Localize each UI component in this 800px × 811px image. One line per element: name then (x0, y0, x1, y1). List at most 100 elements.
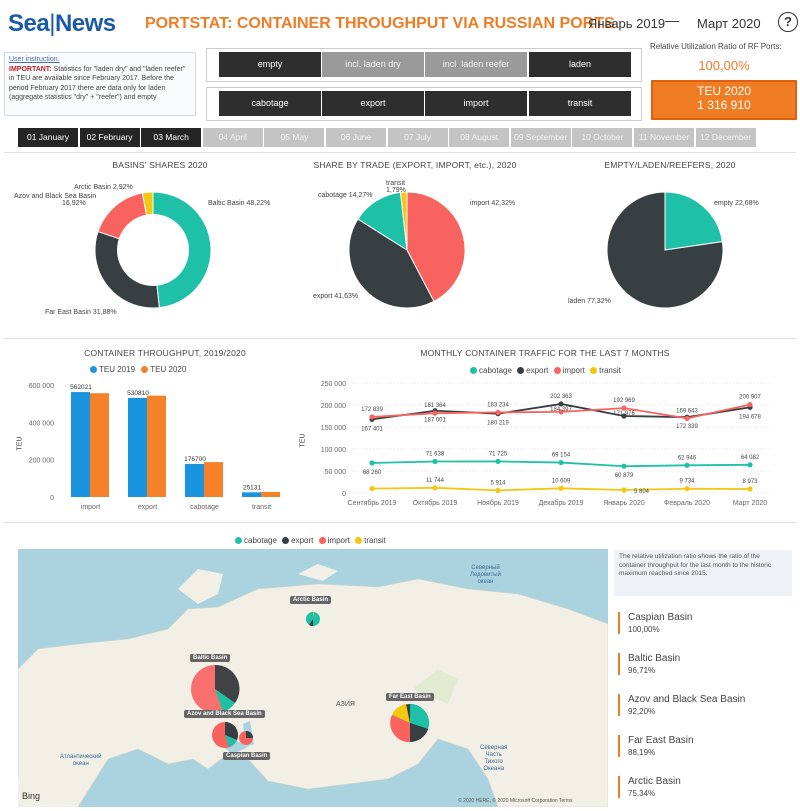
line-data-label: 172 339 (676, 424, 698, 430)
ports-map[interactable]: Северный Ледовитый океан Атлантический океа… (18, 549, 608, 807)
pie-label-baltic-basin: Baltic Basin 48,22% (208, 200, 271, 207)
caspian-basin-bubble[interactable] (239, 731, 253, 745)
line-x-tick: Март 2020 (733, 500, 767, 507)
line-point-cabotage[interactable] (432, 458, 438, 465)
map-label-baltic-basin: Baltic Basin (190, 654, 231, 662)
month-10-october[interactable]: 10 October (572, 128, 633, 147)
line-data-label: 10 609 (552, 478, 571, 484)
month-09-september[interactable]: 09 September (510, 128, 571, 147)
map-copyright[interactable]: © 2020 HERE, © 2020 Microsoft Corporatio… (458, 798, 573, 804)
pie-label-pct: 16,92% (62, 200, 86, 207)
line-data-label: 71 725 (489, 451, 508, 457)
map-bubbles (191, 611, 429, 748)
baltic-basin-bubble[interactable] (191, 664, 240, 713)
slicer-export[interactable]: export (322, 91, 424, 116)
pie-slice-export[interactable] (348, 218, 435, 309)
utilization-ratio-value: 100,00% (698, 58, 750, 73)
pie-slice-import[interactable] (406, 191, 466, 303)
line-point-import[interactable] (621, 405, 627, 411)
line-data-label: 64 082 (741, 455, 760, 461)
month-01-january[interactable]: 01 January (18, 128, 78, 147)
line-point-import[interactable] (369, 414, 375, 420)
bar-transit-teu2019[interactable] (242, 492, 261, 497)
month-02-february[interactable]: 02 February (79, 128, 140, 147)
line-point-import[interactable] (747, 402, 753, 408)
month-12-december[interactable]: 12 December (695, 128, 756, 147)
bar-export-teu2019[interactable] (128, 397, 147, 497)
date-range-end[interactable]: Март 2020 (697, 16, 761, 31)
bar-y-tick: 200 000 (29, 458, 54, 465)
divider (4, 522, 796, 523)
slicer-import[interactable]: import (425, 91, 527, 116)
month-06-june[interactable]: 06 June (326, 128, 386, 147)
line-point-cabotage[interactable] (747, 462, 753, 468)
month-05-may[interactable]: 05 May (264, 128, 325, 147)
slicer-laden-reefer[interactable]: incl. laden reefer (425, 52, 527, 77)
line-chart: 0 50 000 100 000 150 000 200 000 250 000 Сентя… (321, 381, 770, 507)
arctic-ocean-label: Северный Ледовитый океан (470, 565, 501, 585)
line-point-transit[interactable] (495, 487, 501, 493)
line-point-import[interactable] (684, 415, 690, 421)
line-point-export[interactable] (558, 401, 564, 407)
arctic-basin-bubble[interactable] (306, 611, 320, 627)
line-point-cabotage[interactable] (684, 462, 690, 468)
pie-slice-empty[interactable] (664, 191, 723, 251)
slicer-laden-dry[interactable]: incl. laden dry (322, 52, 424, 77)
line-point-transit[interactable] (369, 486, 375, 492)
bar-import-teu2020[interactable] (90, 393, 109, 497)
bar-import-teu2019[interactable] (71, 392, 90, 497)
far-east-basin-bubble[interactable] (390, 704, 429, 743)
legend-export: export (526, 366, 549, 375)
slicer-cabotage[interactable]: cabotage (219, 91, 321, 116)
pie-label-export: export 41,63% (313, 293, 359, 300)
month-04-april[interactable]: 04 April (202, 128, 263, 147)
legend-teu2020: TEU 2020 (150, 365, 187, 374)
line-y-tick: 50 000 (325, 469, 347, 476)
pie-slice-transit[interactable] (399, 191, 408, 251)
map-label-azov-black-sea-basin: Azov and Black Sea Basin (184, 710, 265, 718)
line-point-transit[interactable] (747, 486, 753, 492)
line-point-transit[interactable] (684, 486, 690, 492)
user-instruction-link[interactable]: User instruction. (9, 56, 60, 63)
month-03-march[interactable]: 03 March (141, 128, 202, 147)
slicer-empty[interactable]: empty (219, 52, 321, 77)
line-point-export[interactable] (621, 413, 627, 419)
legend-teu2019: TEU 2019 (99, 365, 136, 374)
month-11-november[interactable]: 11 November (634, 128, 694, 147)
line-data-label: 5 914 (490, 480, 506, 486)
month-07-july[interactable]: 07 July (387, 128, 448, 147)
pie-slice-laden[interactable] (606, 191, 724, 309)
bar-transit-teu2020[interactable] (261, 491, 280, 497)
line-point-import[interactable] (432, 410, 438, 416)
pie-label-import: import 42,32% (470, 200, 516, 207)
legend-transit-dot (590, 367, 598, 374)
line-point-transit[interactable] (621, 487, 627, 493)
slicer-transit[interactable]: transit (529, 91, 631, 116)
map-legend-cabotage-dot (235, 537, 242, 544)
pacific-ocean-label: Северная Часть Тихого Океана (480, 745, 508, 772)
trade-pie-chart (348, 191, 466, 309)
line-data-label: 187 001 (424, 418, 446, 424)
date-range-start[interactable]: Январь 2019 (588, 16, 666, 31)
help-icon[interactable]: ? (778, 12, 798, 32)
utilization-ratio-label: Relative Utilization Ratio of RF Ports: (650, 42, 782, 51)
bar-export-teu2020[interactable] (147, 395, 166, 497)
line-point-import[interactable] (495, 409, 501, 415)
line-point-cabotage[interactable] (558, 459, 564, 466)
slicer-laden[interactable]: laden (529, 52, 631, 77)
bar-cabotage-teu2020[interactable] (204, 462, 223, 497)
bar-cabotage-teu2019[interactable] (185, 464, 204, 497)
month-08-august[interactable]: 08 August (449, 128, 510, 147)
bar-data-label: 176700 (184, 456, 206, 463)
line-point-transit[interactable] (432, 485, 438, 491)
line-data-label: 69 154 (552, 453, 571, 459)
line-point-cabotage[interactable] (495, 458, 501, 465)
line-point-import[interactable] (558, 409, 564, 415)
azov-black-sea-bubble[interactable] (212, 722, 238, 748)
line-point-cabotage[interactable] (621, 463, 627, 469)
line-point-cabotage[interactable] (369, 460, 375, 466)
pie-slice-cabotage[interactable] (357, 191, 408, 251)
line-point-transit[interactable] (558, 485, 564, 491)
legend-teu2020-dot (141, 366, 149, 373)
seanews-logo[interactable]: Sea|News (8, 10, 116, 37)
